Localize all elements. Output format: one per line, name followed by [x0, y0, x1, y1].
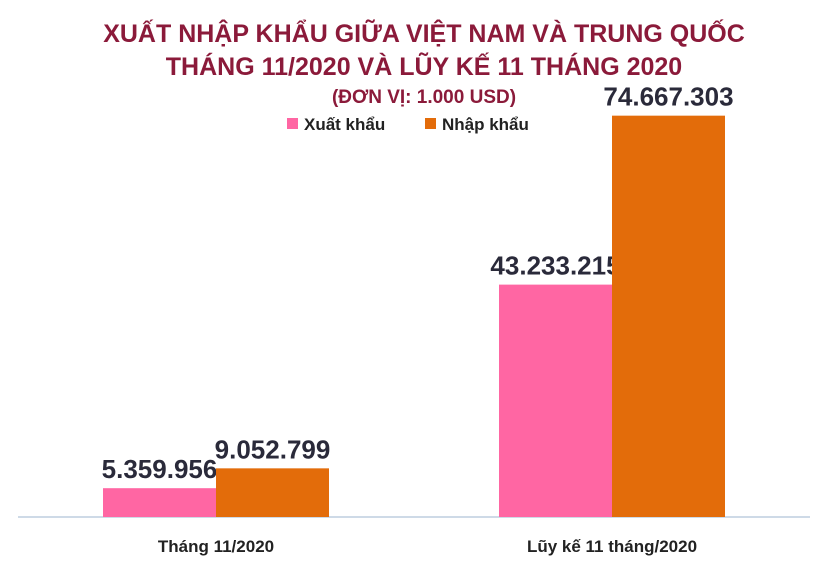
- data-label-xuat-khau-2: 43.233.215: [490, 251, 620, 281]
- bar-xuat-khau-2: [499, 284, 612, 517]
- data-label-nhap-khau-2: 74.667.303: [603, 82, 733, 112]
- bar-nhap-khau-1: [216, 468, 329, 517]
- legend-swatch-nhap-khau: [425, 118, 436, 129]
- legend-swatch-xuat-khau: [287, 118, 298, 129]
- data-label-xuat-khau-1: 5.359.956: [102, 454, 218, 484]
- category-label-1: Tháng 11/2020: [158, 537, 274, 556]
- bar-nhap-khau-2: [612, 115, 725, 518]
- chart-title-line2: THÁNG 11/2020 VÀ LŨY KẾ 11 THÁNG 2020: [166, 51, 682, 81]
- chart-title-line1: XUẤT NHẬP KHẨU GIỮA VIỆT NAM VÀ TRUNG QU…: [103, 18, 745, 48]
- bar-xuat-khau-1: [103, 488, 216, 517]
- legend-label-nhap-khau: Nhập khẩu: [442, 115, 529, 134]
- legend-label-xuat-khau: Xuất khẩu: [304, 115, 385, 134]
- data-label-nhap-khau-1: 9.052.799: [215, 434, 331, 464]
- category-label-2: Lũy kế 11 tháng/2020: [527, 537, 697, 556]
- legend: Xuất khẩu Nhập khẩu: [287, 115, 529, 134]
- chart-subtitle: (ĐƠN VỊ: 1.000 USD): [332, 87, 516, 108]
